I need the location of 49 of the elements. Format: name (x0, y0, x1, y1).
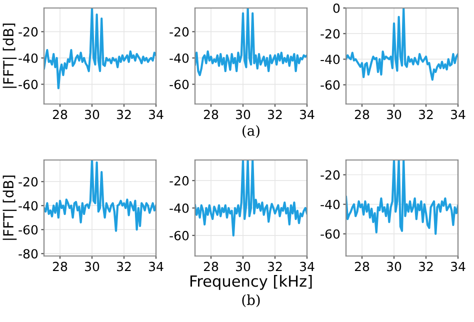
y-tick-label: -20 (320, 170, 340, 180)
x-tick-label: 34 (149, 262, 164, 272)
text: (a) (242, 125, 260, 138)
y-tick-label: -20 (170, 27, 189, 37)
x-tick-label: 30 (85, 110, 100, 120)
x-axis-title: Frequency [kHz] (190, 275, 312, 290)
x-tick-label: 28 (52, 262, 68, 272)
x-tick-label: 28 (52, 110, 68, 120)
y-tick-label: 0 (333, 3, 340, 13)
y-tick-label: -60 (170, 230, 189, 240)
x-tick-label: 32 (268, 262, 282, 272)
y-tick-label: -20 (170, 176, 189, 186)
x-tick-label: 30 (236, 262, 250, 272)
y-tick-label: -40 (18, 53, 38, 63)
y-tick-label: -40 (170, 203, 189, 213)
y-tick-label: -60 (170, 80, 189, 90)
y-axis-title: |FFT| [dB] (2, 176, 17, 240)
y-tick-label: -40 (320, 54, 340, 64)
y-tick-label: -20 (320, 29, 340, 39)
x-tick-label: 34 (149, 110, 164, 120)
x-tick-label: 34 (451, 110, 466, 120)
x-tick-label: 32 (117, 110, 131, 120)
x-tick-label: 32 (419, 110, 433, 120)
x-tick-label: 34 (300, 262, 314, 272)
y-tick-label: -60 (320, 229, 340, 239)
x-tick-label: 28 (354, 110, 370, 120)
x-tick-label: 32 (117, 262, 131, 272)
x-tick-label: 28 (354, 262, 370, 272)
x-tick-label: 32 (268, 110, 282, 120)
y-tick-label: -40 (170, 53, 189, 63)
x-tick-label: 28 (204, 110, 218, 120)
y-axis-title: |FFT| [dB] (2, 24, 17, 88)
x-tick-label: 30 (236, 110, 250, 120)
y-tick-label: -40 (320, 200, 340, 210)
x-tick-label: 34 (451, 262, 466, 272)
text: (b) (242, 294, 260, 308)
x-tick-label: 28 (204, 262, 218, 272)
y-tick-label: -60 (18, 225, 38, 235)
x-tick-label: 30 (387, 110, 402, 120)
y-tick-label: -80 (18, 249, 38, 259)
x-tick-label: 30 (387, 262, 402, 272)
x-tick-label: 34 (300, 110, 314, 120)
y-tick-label: -20 (18, 177, 38, 187)
y-tick-label: -60 (18, 80, 38, 90)
y-tick-label: -20 (18, 27, 38, 37)
x-tick-label: 32 (419, 262, 433, 272)
y-tick-label: -40 (18, 201, 38, 211)
y-tick-label: -60 (320, 80, 340, 90)
x-tick-label: 30 (85, 262, 100, 272)
